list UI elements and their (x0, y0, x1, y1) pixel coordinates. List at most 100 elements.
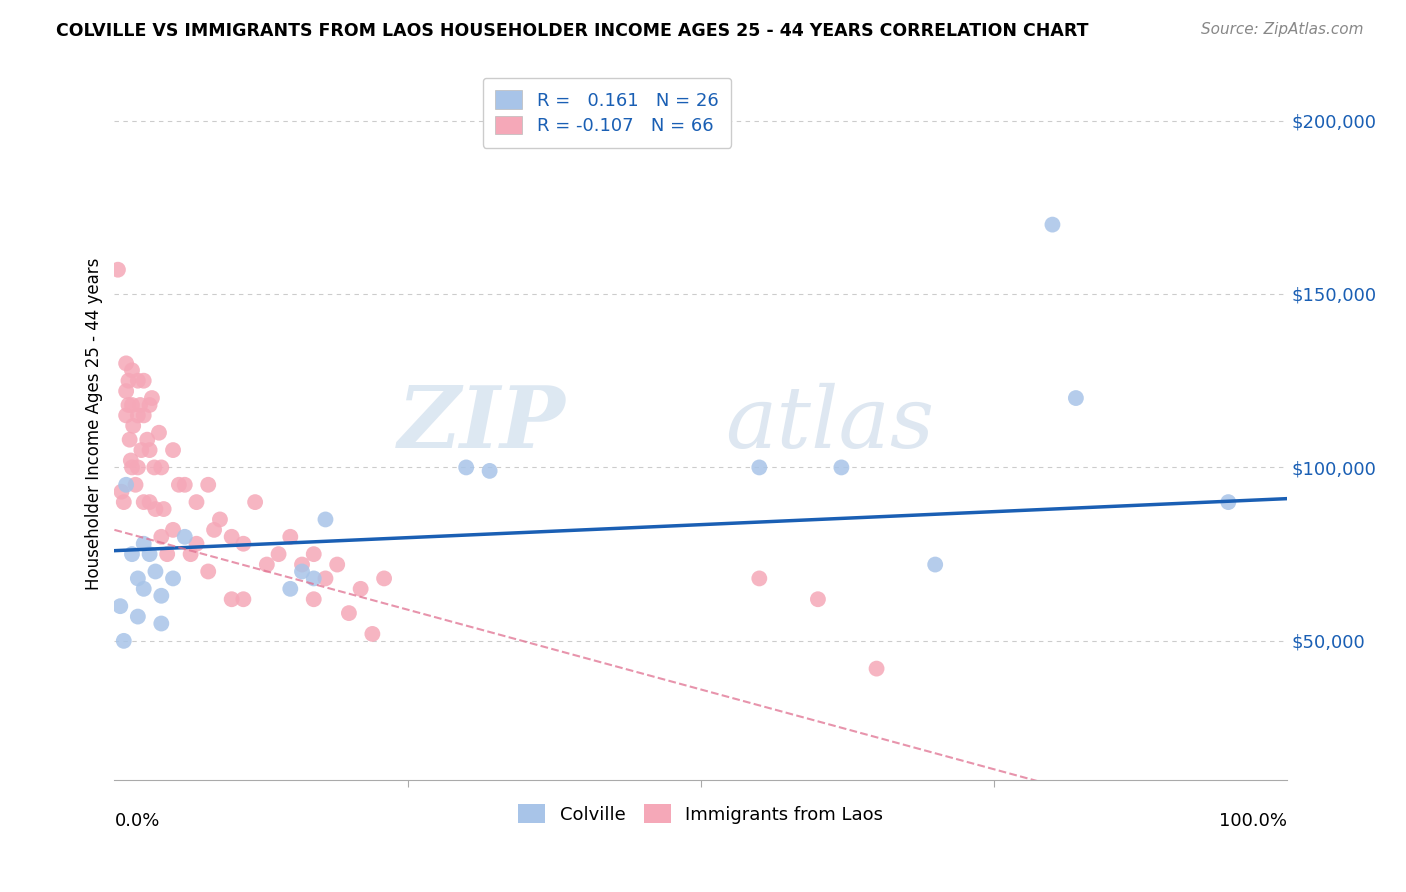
Point (129, 398, 152, 412)
Point (373, 571, 395, 585)
Point (110, 599, 132, 614)
Point (278, 582, 301, 596)
Point (115, 477, 138, 491)
Point (120, 453, 142, 467)
Point (162, 523, 184, 537)
Point (138, 398, 160, 412)
Point (127, 460, 149, 475)
Point (115, 356, 138, 370)
Y-axis label: Householder Income Ages 25 - 44 years: Householder Income Ages 25 - 44 years (86, 258, 103, 591)
Point (138, 443, 160, 458)
Point (110, 484, 132, 499)
Point (865, 662, 887, 676)
Point (115, 384, 138, 398)
Point (350, 582, 373, 596)
Point (145, 502, 167, 516)
Point (202, 523, 225, 537)
Point (748, 571, 770, 585)
Point (118, 433, 141, 447)
Point (243, 495, 266, 509)
Point (121, 547, 143, 561)
Point (132, 537, 155, 551)
Point (150, 589, 173, 603)
Point (197, 565, 219, 579)
Point (167, 477, 190, 491)
Point (267, 547, 290, 561)
Point (131, 443, 153, 458)
Point (456, 460, 478, 475)
Point (186, 537, 208, 551)
Point (152, 502, 174, 516)
Point (302, 571, 325, 585)
Point (291, 565, 314, 579)
Point (150, 460, 173, 475)
Point (127, 571, 149, 585)
Point (162, 571, 184, 585)
Point (221, 530, 243, 544)
Point (132, 409, 155, 423)
Point (127, 374, 149, 388)
Point (232, 537, 254, 551)
Point (127, 409, 149, 423)
Point (1064, 391, 1087, 405)
Text: COLVILLE VS IMMIGRANTS FROM LAOS HOUSEHOLDER INCOME AGES 25 - 44 YEARS CORRELATI: COLVILLE VS IMMIGRANTS FROM LAOS HOUSEHO… (56, 22, 1088, 40)
Point (326, 558, 349, 572)
Point (141, 391, 163, 405)
Point (478, 464, 501, 478)
Point (117, 398, 139, 412)
Point (107, 262, 129, 277)
Point (302, 547, 325, 561)
Point (143, 460, 166, 475)
Point (150, 616, 173, 631)
Point (924, 558, 946, 572)
Text: 100.0%: 100.0% (1219, 812, 1286, 830)
Point (208, 512, 231, 526)
Point (180, 547, 202, 561)
Point (122, 418, 145, 433)
Point (256, 558, 278, 572)
Point (162, 443, 184, 458)
Point (278, 530, 301, 544)
Text: Source: ZipAtlas.com: Source: ZipAtlas.com (1201, 22, 1364, 37)
Point (127, 609, 149, 624)
Point (138, 547, 160, 561)
Text: atlas: atlas (725, 383, 934, 466)
Point (132, 374, 155, 388)
Point (145, 565, 167, 579)
Point (121, 398, 143, 412)
Point (314, 512, 336, 526)
Point (173, 477, 195, 491)
Point (1042, 218, 1064, 232)
Point (112, 633, 135, 648)
Text: ZIP: ZIP (398, 383, 565, 466)
Point (361, 627, 384, 641)
Point (148, 425, 170, 440)
Point (132, 495, 155, 509)
Point (302, 592, 325, 607)
Point (132, 582, 155, 596)
Point (337, 606, 360, 620)
Point (186, 495, 208, 509)
Point (150, 530, 173, 544)
Point (115, 409, 138, 423)
Point (156, 547, 179, 561)
Point (807, 592, 830, 607)
Point (117, 374, 139, 388)
Point (291, 558, 314, 572)
Point (748, 460, 770, 475)
Point (221, 592, 243, 607)
Point (112, 495, 135, 509)
Point (121, 460, 143, 475)
Point (124, 477, 146, 491)
Point (138, 495, 160, 509)
Point (173, 530, 195, 544)
Point (197, 477, 219, 491)
Point (1218, 495, 1240, 509)
Text: 0.0%: 0.0% (114, 812, 160, 830)
Legend: Colville, Immigrants from Laos: Colville, Immigrants from Laos (508, 794, 894, 835)
Point (232, 592, 254, 607)
Point (830, 460, 852, 475)
Point (314, 571, 336, 585)
Point (121, 363, 143, 377)
Point (136, 433, 159, 447)
